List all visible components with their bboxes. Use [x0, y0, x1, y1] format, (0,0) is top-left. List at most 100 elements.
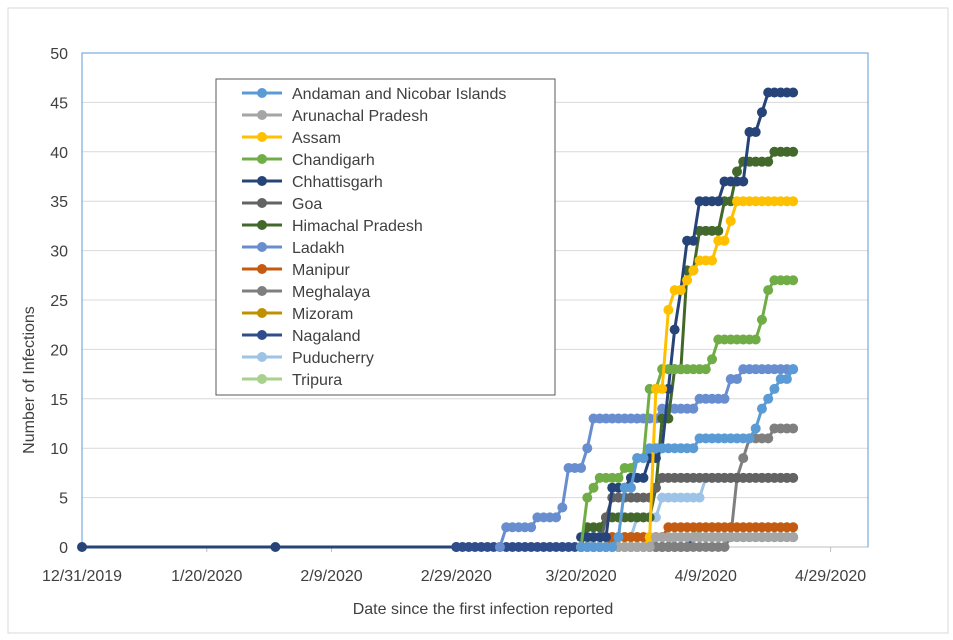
legend-label: Puducherry	[292, 350, 374, 367]
data-point	[732, 166, 742, 177]
data-point	[788, 364, 799, 375]
x-tick-label: 3/20/2020	[545, 568, 616, 585]
legend-marker	[257, 264, 267, 274]
data-point	[788, 87, 799, 98]
data-point	[788, 532, 799, 543]
y-tick-label: 0	[59, 540, 68, 557]
legend-marker	[257, 110, 267, 120]
legend-entry: Chandigarh	[242, 152, 375, 169]
legend-label: Meghalaya	[292, 284, 370, 301]
data-point	[719, 393, 730, 404]
x-tick-label: 4/29/2020	[795, 568, 866, 585]
data-point	[788, 275, 799, 286]
data-point	[601, 532, 611, 543]
data-point	[644, 492, 655, 503]
data-point	[607, 542, 618, 552]
data-point	[788, 522, 799, 533]
y-axis-title: Number of Infections	[21, 306, 38, 454]
x-tick-label: 12/31/2019	[42, 568, 122, 585]
legend-marker	[257, 132, 267, 142]
axes: 0 5 10 15 20 25 30 35 40 45 50 12/31/2019 1/20/2020 2…	[42, 46, 868, 585]
legend-entry: Chhattisgarh	[242, 174, 383, 191]
data-point	[763, 393, 774, 404]
data-point	[675, 285, 686, 296]
data-point	[526, 522, 537, 533]
data-point	[650, 482, 661, 493]
legend-entry: Meghalaya	[242, 284, 370, 301]
x-tick-label: 4/9/2020	[675, 568, 737, 585]
x-axis-title: Date since the first infection reported	[353, 601, 614, 618]
data-point	[738, 176, 749, 187]
data-point	[763, 156, 774, 167]
data-point	[719, 542, 730, 552]
data-point	[788, 196, 799, 207]
y-tick-label: 40	[50, 145, 68, 162]
data-point	[576, 462, 587, 473]
data-point	[582, 492, 593, 503]
data-point	[682, 275, 693, 286]
data-point	[725, 215, 736, 226]
legend-entry: Nagaland	[242, 328, 361, 345]
y-tick-label: 45	[50, 95, 68, 112]
data-point	[732, 374, 742, 385]
legend: Andaman and Nicobar Islands Arunachal Pra…	[215, 78, 556, 396]
data-point	[613, 472, 624, 483]
legend-marker	[257, 330, 267, 340]
data-point	[694, 492, 705, 503]
data-point	[588, 482, 599, 493]
data-point	[582, 443, 593, 454]
data-point	[707, 255, 718, 266]
data-point	[77, 542, 87, 552]
series-andaman-and-nicobar-islands	[576, 364, 799, 552]
y-tick-label: 30	[50, 244, 68, 261]
x-tick-label: 2/29/2020	[421, 568, 492, 585]
legend-label: Manipur	[292, 262, 350, 279]
legend-label: Arunachal Pradesh	[292, 108, 428, 125]
data-point	[763, 433, 774, 444]
legend-label: Mizoram	[292, 306, 353, 323]
data-point	[788, 423, 799, 434]
x-tick-label: 1/20/2020	[171, 568, 242, 585]
data-point	[744, 433, 755, 444]
data-point	[756, 107, 767, 118]
y-tick-label: 25	[50, 293, 68, 310]
data-point	[769, 383, 780, 394]
legend-marker	[257, 286, 267, 296]
series-chandigarh	[576, 275, 799, 552]
legend-label: Chandigarh	[292, 152, 375, 169]
data-point	[613, 532, 624, 543]
data-point	[756, 314, 767, 325]
data-point	[738, 453, 749, 464]
data-point	[688, 443, 699, 454]
legend-label: Tripura	[292, 372, 342, 389]
data-point	[707, 354, 718, 365]
data-point	[625, 482, 636, 493]
data-point	[688, 235, 699, 246]
x-tick-label: 2/9/2020	[300, 568, 362, 585]
legend-label: Nagaland	[292, 328, 361, 345]
legend-entry: Ladakh	[242, 240, 345, 257]
data-point	[788, 472, 799, 483]
legend-entry: Tripura	[242, 372, 342, 389]
y-tick-label: 15	[50, 392, 68, 409]
legend-label: Ladakh	[292, 240, 345, 257]
data-point	[713, 225, 724, 236]
legend-marker	[257, 176, 267, 186]
legend-marker	[257, 198, 267, 208]
legend-label: Chhattisgarh	[292, 174, 383, 191]
data-point	[644, 542, 655, 552]
data-point	[638, 453, 649, 464]
data-point	[750, 334, 761, 345]
legend-entry: Assam	[242, 130, 341, 147]
data-point	[557, 502, 568, 513]
legend-entry: Goa	[242, 196, 322, 213]
legend-marker	[257, 242, 267, 252]
legend-box	[215, 78, 556, 396]
legend-entry: Himachal Pradesh	[242, 218, 423, 235]
data-point	[719, 235, 730, 246]
legend-label: Andaman and Nicobar Islands	[292, 86, 506, 103]
y-tick-label: 20	[50, 342, 68, 359]
legend-marker	[257, 220, 267, 230]
legend-entry: Mizoram	[242, 306, 353, 323]
